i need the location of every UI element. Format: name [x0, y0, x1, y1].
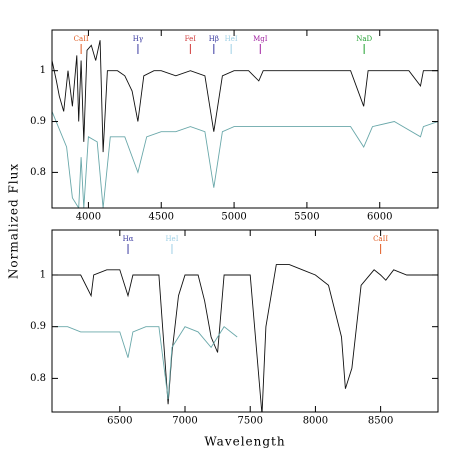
- line-label: NaD: [356, 35, 372, 43]
- line-label: CaII: [373, 235, 388, 243]
- y-tick-label: 0.8: [30, 373, 46, 384]
- y-tick-label: 0.8: [30, 167, 46, 178]
- x-tick-label: 7000: [172, 416, 197, 427]
- line-label: CaII: [74, 35, 89, 43]
- plot-area: [52, 40, 438, 208]
- y-tick-label: 0.9: [30, 321, 46, 332]
- x-tick-label: 6000: [367, 212, 392, 223]
- line-label: FeI: [185, 35, 197, 43]
- x-tick-label: 4000: [76, 212, 101, 223]
- line-label: MgI: [253, 35, 268, 43]
- line-label: HeI: [165, 235, 178, 243]
- x-tick-label: 5500: [294, 212, 319, 223]
- line-label: Hγ: [133, 35, 143, 43]
- plot-area: [54, 264, 433, 412]
- line-label: Hβ: [209, 35, 219, 43]
- spectrum-line: [54, 264, 433, 412]
- line-label: HeI: [225, 35, 238, 43]
- line-label: Hα: [123, 235, 134, 243]
- spectrum-line: [52, 40, 438, 153]
- spectrum-line: [54, 326, 238, 400]
- x-tick-label: 4500: [149, 212, 174, 223]
- y-tick-label: 1: [40, 65, 46, 76]
- y-tick-label: 0.9: [30, 116, 46, 127]
- x-tick-label: 8000: [303, 416, 328, 427]
- x-tick-label: 6500: [107, 416, 132, 427]
- panel-frame: [51, 229, 439, 413]
- panel-frame: [51, 29, 439, 209]
- x-tick-label: 7500: [237, 416, 262, 427]
- spectrum-line: [52, 111, 438, 208]
- x-tick-label: 5000: [221, 212, 246, 223]
- x-tick-label: 8500: [368, 416, 393, 427]
- x-axis-label: Wavelength: [204, 435, 285, 449]
- y-axis-label: Normalized Flux: [7, 163, 21, 279]
- y-tick-label: 1: [40, 269, 46, 280]
